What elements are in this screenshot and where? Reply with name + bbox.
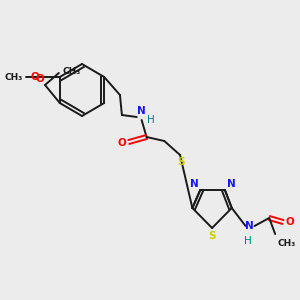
Text: N: N — [245, 221, 254, 231]
Text: O: O — [286, 217, 295, 227]
Text: CH₃: CH₃ — [277, 239, 296, 248]
Text: CH₃: CH₃ — [63, 68, 81, 76]
Text: N: N — [137, 106, 146, 116]
Text: S: S — [177, 157, 185, 167]
Text: O: O — [30, 72, 39, 82]
Text: N: N — [227, 179, 236, 189]
Text: S: S — [208, 231, 216, 241]
Text: O: O — [35, 74, 44, 84]
Text: H: H — [244, 236, 251, 246]
Text: N: N — [190, 179, 198, 189]
Text: CH₃: CH₃ — [4, 73, 22, 82]
Text: H: H — [147, 115, 154, 125]
Text: O: O — [117, 138, 126, 148]
